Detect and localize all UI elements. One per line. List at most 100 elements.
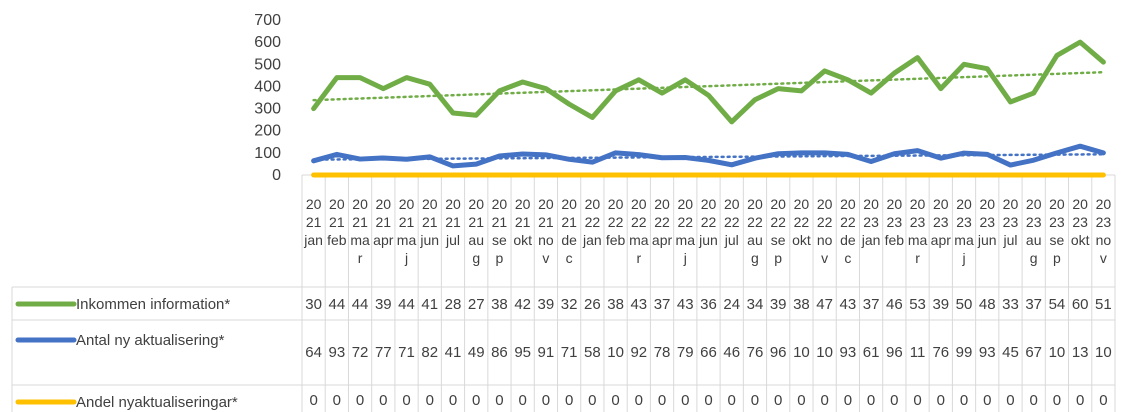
category-tick-label: 22 (747, 214, 763, 230)
category-tick-label: 20 (422, 196, 438, 212)
category-tick-label: feb (327, 232, 347, 248)
category-tick-label: jan (861, 232, 881, 248)
category-tick-label: j (683, 250, 687, 266)
table-cell-value: 99 (956, 344, 973, 361)
table-cell-value: 38 (793, 296, 810, 313)
category-tick-label: 22 (724, 214, 740, 230)
table-cell-value: 0 (565, 392, 573, 409)
category-tick-label: c (566, 250, 573, 266)
category-tick-label: 20 (794, 196, 810, 212)
table-cell-value: 0 (356, 392, 364, 409)
category-tick-label: 20 (352, 196, 368, 212)
table-cell-value: 0 (1030, 392, 1038, 409)
table-cell-value: 0 (844, 392, 852, 409)
category-tick-label: 21 (445, 214, 461, 230)
table-cell-value: 0 (542, 392, 550, 409)
category-tick-label: 21 (492, 214, 508, 230)
category-tick-label: 20 (863, 196, 879, 212)
category-tick-label: apr (652, 232, 673, 248)
category-tick-label: 20 (306, 196, 322, 212)
table-cell-value: 92 (630, 344, 647, 361)
category-tick-label: 22 (840, 214, 856, 230)
category-tick-label: 20 (956, 196, 972, 212)
table-cell-value: 54 (1049, 296, 1066, 313)
y-tick-label: 0 (272, 167, 281, 184)
table-cell-value: 51 (1095, 296, 1112, 313)
category-tick-label: jun (977, 232, 997, 248)
table-cell-value: 0 (495, 392, 503, 409)
category-tick-label: g (472, 250, 480, 266)
category-tick-label: jul (445, 232, 460, 248)
category-tick-label: 20 (515, 196, 531, 212)
category-tick-label: g (751, 250, 759, 266)
category-tick-label: jun (698, 232, 718, 248)
category-tick-label: r (358, 250, 363, 266)
category-tick-label: 20 (933, 196, 949, 212)
category-tick-label: 23 (1072, 214, 1088, 230)
table-cell-value: 0 (518, 392, 526, 409)
category-tick-label: 22 (817, 214, 833, 230)
category-tick-label: de (840, 232, 856, 248)
category-tick-label: 20 (887, 196, 903, 212)
category-tick-label: 20 (979, 196, 995, 212)
category-tick-label: au (747, 232, 763, 248)
category-tick-label: 22 (770, 214, 786, 230)
table-cell-value: 37 (654, 296, 671, 313)
table-cell-value: 42 (514, 296, 531, 313)
category-tick-label: 23 (1049, 214, 1065, 230)
category-tick-label: p (496, 250, 504, 266)
table-cell-value: 0 (449, 392, 457, 409)
category-tick-label: 23 (933, 214, 949, 230)
y-tick-label: 500 (254, 56, 281, 73)
table-cell-value: 0 (751, 392, 759, 409)
category-tick-label: feb (885, 232, 905, 248)
table-cell-value: 96 (770, 344, 787, 361)
category-tick-label: 20 (770, 196, 786, 212)
table-cell-value: 0 (890, 392, 898, 409)
table-cell-value: 37 (1025, 296, 1042, 313)
table-cell-value: 0 (611, 392, 619, 409)
category-tick-label: se (771, 232, 786, 248)
category-tick-label: 20 (329, 196, 345, 212)
category-tick-label: g (1030, 250, 1038, 266)
table-cell-value: 43 (677, 296, 694, 313)
category-tick-label: 23 (887, 214, 903, 230)
table-cell-value: 33 (1002, 296, 1019, 313)
category-tick-label: au (468, 232, 484, 248)
table-cell-value: 67 (1025, 344, 1042, 361)
table-cell-value: 0 (309, 392, 317, 409)
table-cell-value: 0 (472, 392, 480, 409)
category-tick-label: au (1026, 232, 1042, 248)
category-tick-label: 20 (631, 196, 647, 212)
y-tick-label: 100 (254, 145, 281, 162)
table-cell-value: 0 (588, 392, 596, 409)
table-cell-value: 39 (538, 296, 555, 313)
table-cell-value: 39 (375, 296, 392, 313)
category-tick-label: jul (724, 232, 739, 248)
category-tick-label: 21 (306, 214, 322, 230)
table-cell-value: 44 (328, 296, 345, 313)
table-cell-value: 13 (1072, 344, 1089, 361)
legend-label: Andel nyaktualiseringar* (76, 394, 238, 411)
category-tick-label: jan (303, 232, 323, 248)
table-cell-value: 0 (333, 392, 341, 409)
y-tick-label: 600 (254, 34, 281, 51)
category-tick-label: p (774, 250, 782, 266)
table-cell-value: 77 (375, 344, 392, 361)
table-cell-value: 46 (723, 344, 740, 361)
category-tick-label: 20 (1049, 196, 1065, 212)
table-cell-value: 43 (630, 296, 647, 313)
category-tick-label: 22 (585, 214, 601, 230)
table-cell-value: 76 (747, 344, 764, 361)
category-tick-label: okt (792, 232, 811, 248)
category-tick-label: r (915, 250, 920, 266)
category-tick-label: 20 (399, 196, 415, 212)
table-cell-value: 34 (747, 296, 764, 313)
table-cell-value: 82 (421, 344, 438, 361)
table-cell-value: 66 (700, 344, 717, 361)
category-tick-label: j (404, 250, 408, 266)
category-tick-label: apr (373, 232, 394, 248)
category-tick-label: ma (908, 232, 928, 248)
category-tick-label: v (1100, 250, 1107, 266)
